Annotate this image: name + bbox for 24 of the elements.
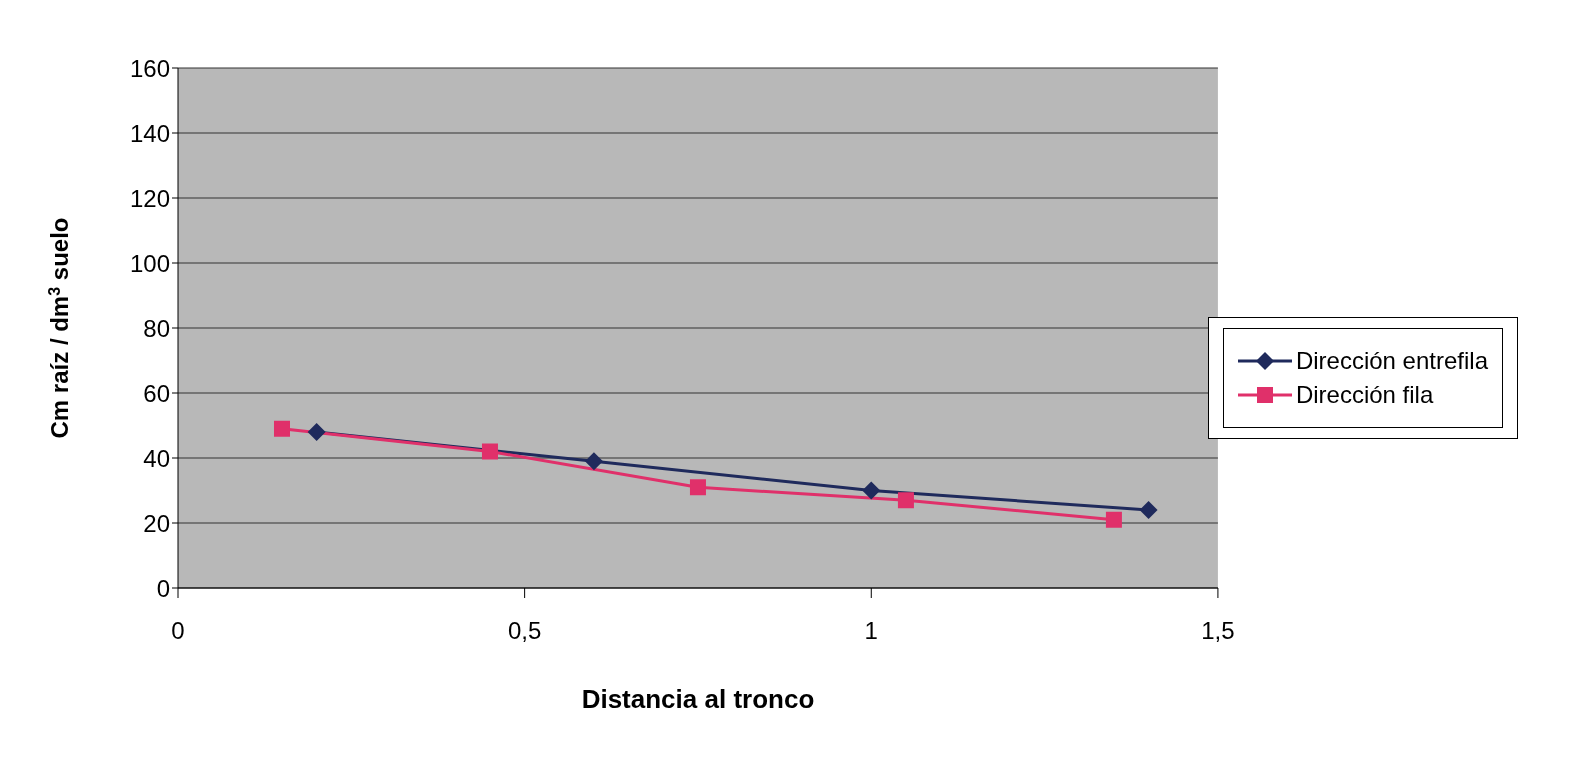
y-tick-label: 0	[156, 574, 170, 602]
y-tick-label: 40	[143, 444, 170, 472]
y-tick-label: 140	[129, 119, 170, 147]
y-tick-label: 100	[129, 249, 170, 277]
x-tick-label: 1	[864, 617, 878, 645]
y-tick-label: 20	[143, 509, 170, 537]
point	[689, 479, 706, 496]
point	[862, 481, 881, 500]
point	[1105, 511, 1122, 528]
y-tick-label: 80	[143, 314, 170, 342]
point	[481, 443, 498, 460]
point	[273, 420, 290, 437]
x-axis-title: Distancia al tronco	[581, 684, 815, 714]
legend-label: Dirección entrefila	[1295, 347, 1488, 375]
y-tick-label: 60	[143, 379, 170, 407]
x-tick-label: 1,5	[1201, 617, 1235, 645]
legend-label: Dirección fila	[1295, 381, 1434, 409]
x-tick-label: 0,5	[507, 617, 542, 645]
point	[1139, 501, 1158, 519]
point	[897, 492, 914, 509]
y-tick-label: 160	[129, 54, 170, 82]
point	[584, 452, 603, 471]
y-tick-label: 120	[129, 184, 170, 212]
point	[307, 423, 326, 441]
